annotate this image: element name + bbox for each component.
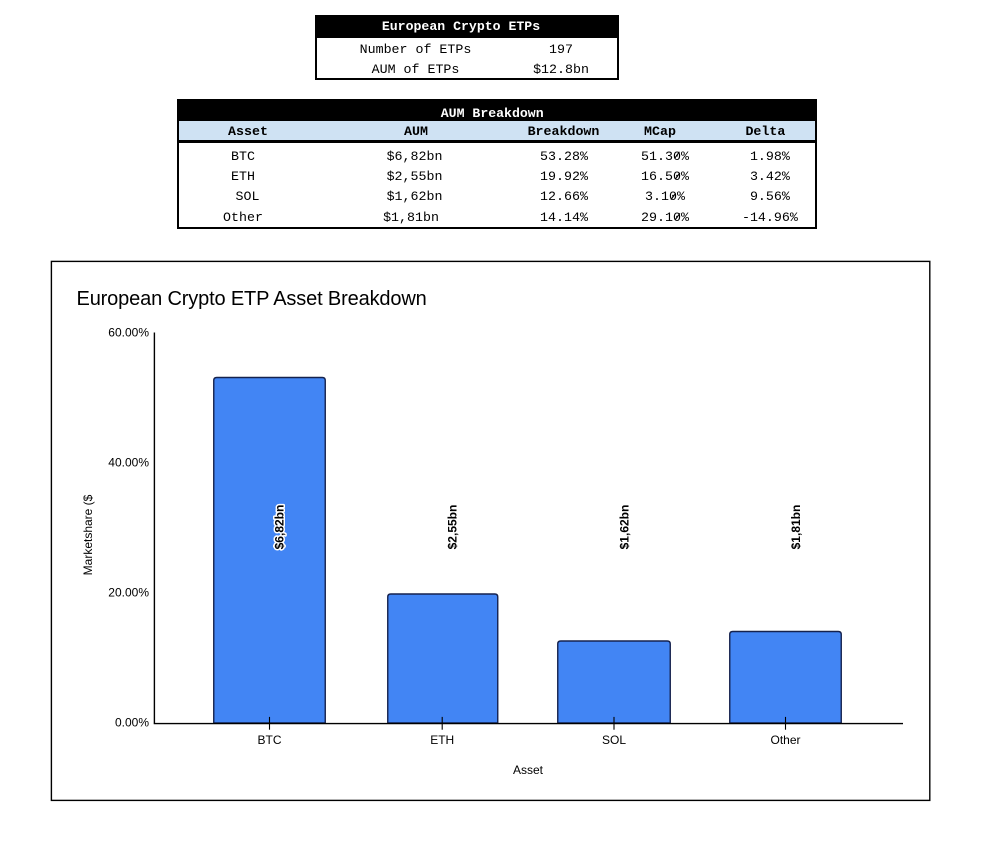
svg-text:$1,81bn: $1,81bn — [789, 505, 803, 550]
svg-text:SOL: SOL — [602, 733, 626, 747]
svg-text:ETH: ETH — [430, 733, 454, 747]
svg-text:European Crypto ETP Asset Brea: European Crypto ETP Asset Breakdown — [77, 288, 427, 310]
svg-text:Other: Other — [770, 733, 800, 747]
svg-text:60.00%: 60.00% — [108, 326, 149, 340]
svg-text:$6,82bn: $6,82bn — [272, 505, 286, 550]
svg-text:0.00%: 0.00% — [115, 716, 149, 730]
svg-text:BTC: BTC — [258, 733, 282, 747]
svg-text:40.00%: 40.00% — [108, 456, 149, 470]
svg-text:$1,62bn: $1,62bn — [617, 505, 631, 550]
svg-text:Marketshare ($: Marketshare ($ — [81, 494, 95, 575]
svg-text:Asset: Asset — [513, 763, 544, 777]
svg-text:$2,55bn: $2,55bn — [445, 505, 459, 550]
svg-text:20.00%: 20.00% — [108, 586, 149, 600]
